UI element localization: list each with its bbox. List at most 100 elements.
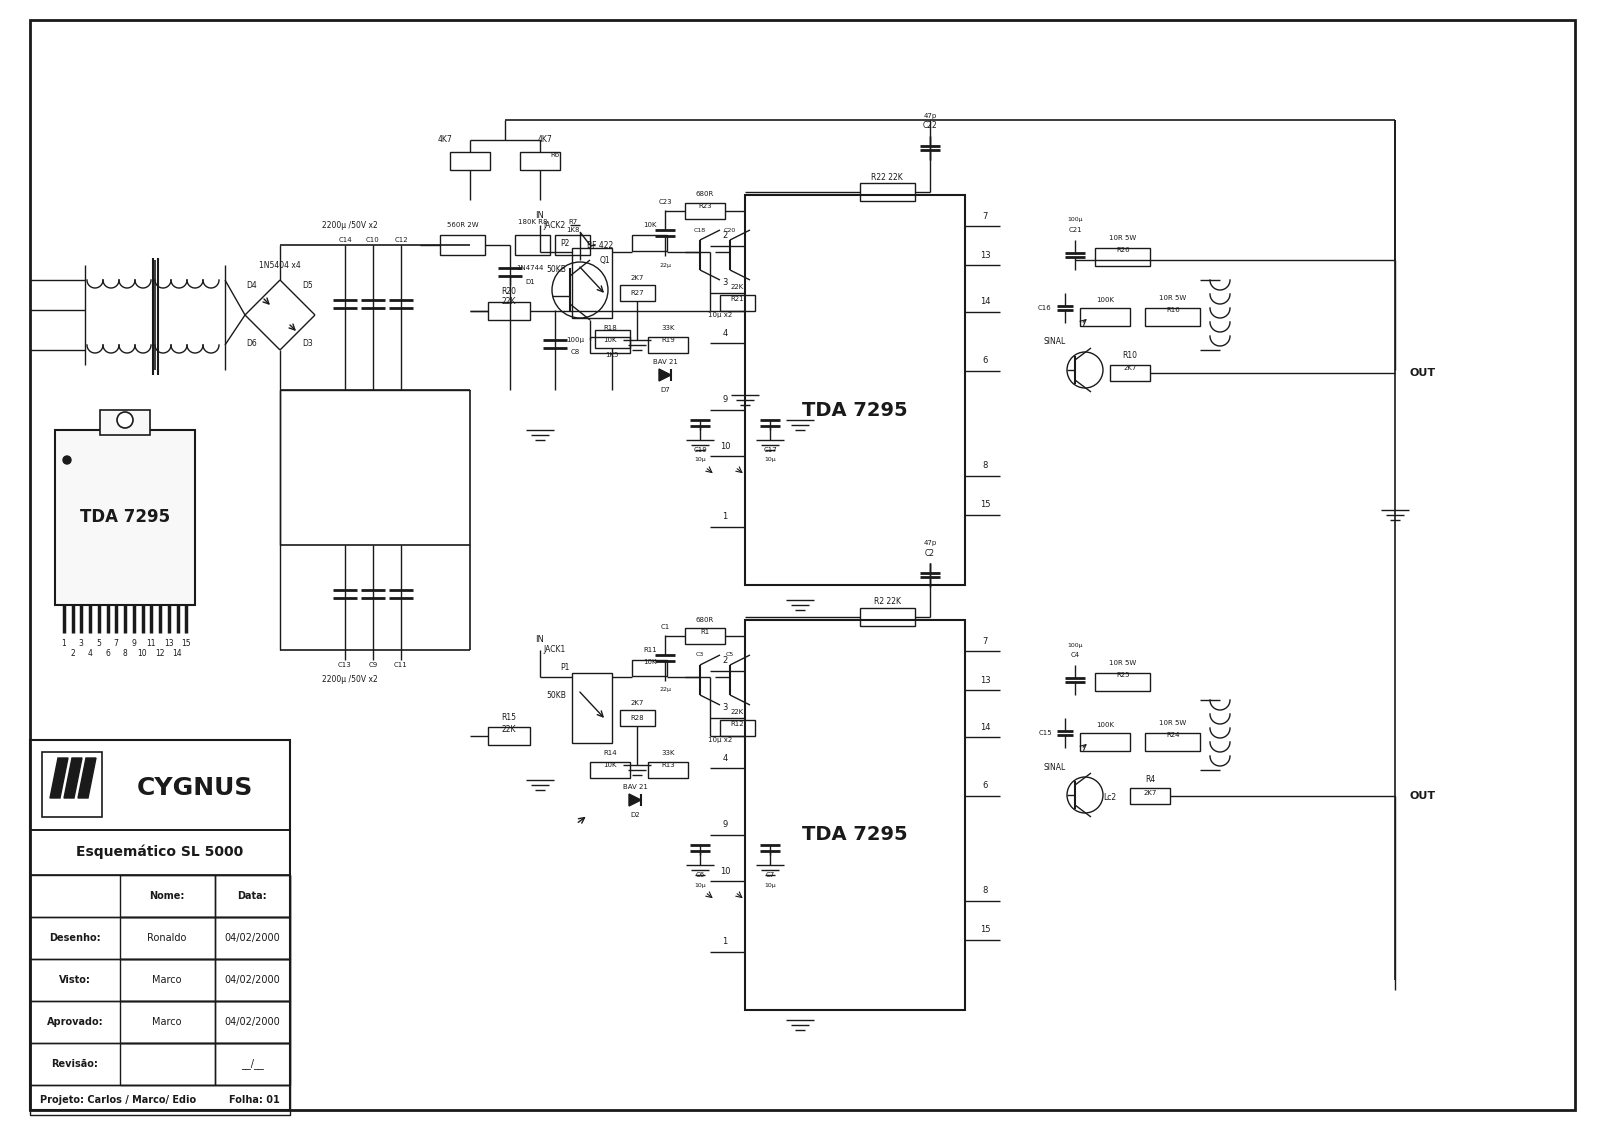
Text: 10μ x2: 10μ x2 xyxy=(707,312,733,318)
Text: 100μ: 100μ xyxy=(1067,217,1083,223)
Text: 15: 15 xyxy=(181,638,190,648)
Text: 4: 4 xyxy=(722,754,728,763)
Text: BF 422: BF 422 xyxy=(587,240,613,249)
Text: 4: 4 xyxy=(88,649,93,658)
Bar xyxy=(30,959,290,1001)
Bar xyxy=(214,1043,290,1084)
Text: 9: 9 xyxy=(131,638,136,648)
Text: C5: C5 xyxy=(726,652,734,658)
Text: R6: R6 xyxy=(550,152,560,158)
Text: R1: R1 xyxy=(701,629,710,635)
Text: 100μ: 100μ xyxy=(566,337,584,343)
Text: 10K: 10K xyxy=(603,762,616,767)
Bar xyxy=(861,608,915,626)
Text: 4K7: 4K7 xyxy=(438,136,453,145)
Text: JACK2: JACK2 xyxy=(544,221,566,230)
Text: 8: 8 xyxy=(123,649,128,658)
Bar xyxy=(621,710,654,726)
Bar xyxy=(685,628,725,644)
Text: R18: R18 xyxy=(603,325,618,331)
Text: 6: 6 xyxy=(982,355,987,365)
Text: __/__: __/__ xyxy=(240,1058,264,1070)
Bar xyxy=(99,410,150,435)
Text: C9: C9 xyxy=(368,662,378,668)
Bar xyxy=(120,1001,214,1043)
Text: OUT: OUT xyxy=(1410,791,1437,801)
Text: 2K7: 2K7 xyxy=(1123,365,1136,371)
Text: C19: C19 xyxy=(693,447,707,453)
Text: TDA 7295: TDA 7295 xyxy=(802,825,907,844)
Text: C17: C17 xyxy=(763,447,778,453)
Text: 10K: 10K xyxy=(643,659,656,664)
Bar xyxy=(746,195,965,585)
Text: Visto:: Visto: xyxy=(59,975,91,985)
Text: Revisão:: Revisão: xyxy=(51,1060,99,1069)
Bar xyxy=(30,875,290,917)
Text: 22K: 22K xyxy=(502,298,517,307)
Text: Folha: 01: Folha: 01 xyxy=(229,1095,280,1105)
Text: C23: C23 xyxy=(658,199,672,205)
Text: C1: C1 xyxy=(661,624,670,631)
Text: R25: R25 xyxy=(1117,672,1130,678)
Text: TDA 7295: TDA 7295 xyxy=(80,508,170,526)
Text: 8: 8 xyxy=(982,886,987,895)
Bar xyxy=(30,740,290,830)
Text: D1: D1 xyxy=(525,278,534,285)
Text: R7: R7 xyxy=(568,218,578,225)
Text: 10μ x2: 10μ x2 xyxy=(707,737,733,743)
Text: C10: C10 xyxy=(366,237,379,243)
Bar xyxy=(120,875,214,917)
Bar xyxy=(590,762,630,778)
Text: 3: 3 xyxy=(78,638,83,648)
Text: 15: 15 xyxy=(979,500,990,509)
Text: IN: IN xyxy=(536,635,544,644)
Text: 22K: 22K xyxy=(730,709,744,715)
Text: Nome:: Nome: xyxy=(149,891,184,901)
Text: C18: C18 xyxy=(694,228,706,232)
Bar xyxy=(30,1084,290,1115)
Text: 1N4744: 1N4744 xyxy=(517,265,544,271)
Text: 47p: 47p xyxy=(923,113,936,119)
Bar xyxy=(1094,674,1150,691)
Bar xyxy=(1110,365,1150,381)
Text: 10R 5W: 10R 5W xyxy=(1109,235,1136,241)
Text: Data:: Data: xyxy=(237,891,267,901)
Text: R2 22K: R2 22K xyxy=(874,597,901,606)
Text: 10K: 10K xyxy=(643,222,656,228)
Bar xyxy=(30,1043,290,1084)
Text: 1: 1 xyxy=(722,937,728,946)
Text: 22K: 22K xyxy=(502,724,517,734)
Bar xyxy=(42,752,102,817)
Text: Esquemático SL 5000: Esquemático SL 5000 xyxy=(77,844,243,859)
Text: 3: 3 xyxy=(722,703,728,712)
Bar xyxy=(30,1001,290,1043)
Polygon shape xyxy=(50,758,67,798)
Text: 15: 15 xyxy=(979,925,990,934)
Bar xyxy=(555,235,590,255)
Text: Ronaldo: Ronaldo xyxy=(147,933,187,943)
Text: C14: C14 xyxy=(338,237,352,243)
Text: Projeto: Carlos / Marco/ Edio: Projeto: Carlos / Marco/ Edio xyxy=(40,1095,197,1105)
Text: Desenho:: Desenho: xyxy=(50,933,101,943)
Text: 13: 13 xyxy=(979,676,990,685)
Bar xyxy=(440,235,485,255)
Text: C21: C21 xyxy=(1069,228,1082,233)
Text: SINAL: SINAL xyxy=(1043,763,1066,772)
Bar xyxy=(1080,734,1130,751)
Polygon shape xyxy=(78,758,96,798)
Text: 100K: 100K xyxy=(1096,297,1114,303)
Text: R4: R4 xyxy=(1146,775,1155,784)
Text: R22 22K: R22 22K xyxy=(870,172,902,181)
Bar xyxy=(595,331,630,348)
Bar xyxy=(621,285,654,301)
Text: 100μ: 100μ xyxy=(1067,643,1083,648)
Text: 8: 8 xyxy=(982,462,987,470)
Text: R10: R10 xyxy=(1123,352,1138,360)
Text: Marco: Marco xyxy=(152,975,182,985)
Text: 12: 12 xyxy=(155,649,165,658)
Bar xyxy=(120,959,214,1001)
Text: 10μ: 10μ xyxy=(765,883,776,887)
Bar xyxy=(30,830,290,875)
Text: C6: C6 xyxy=(696,872,704,878)
Text: 10: 10 xyxy=(720,867,730,876)
